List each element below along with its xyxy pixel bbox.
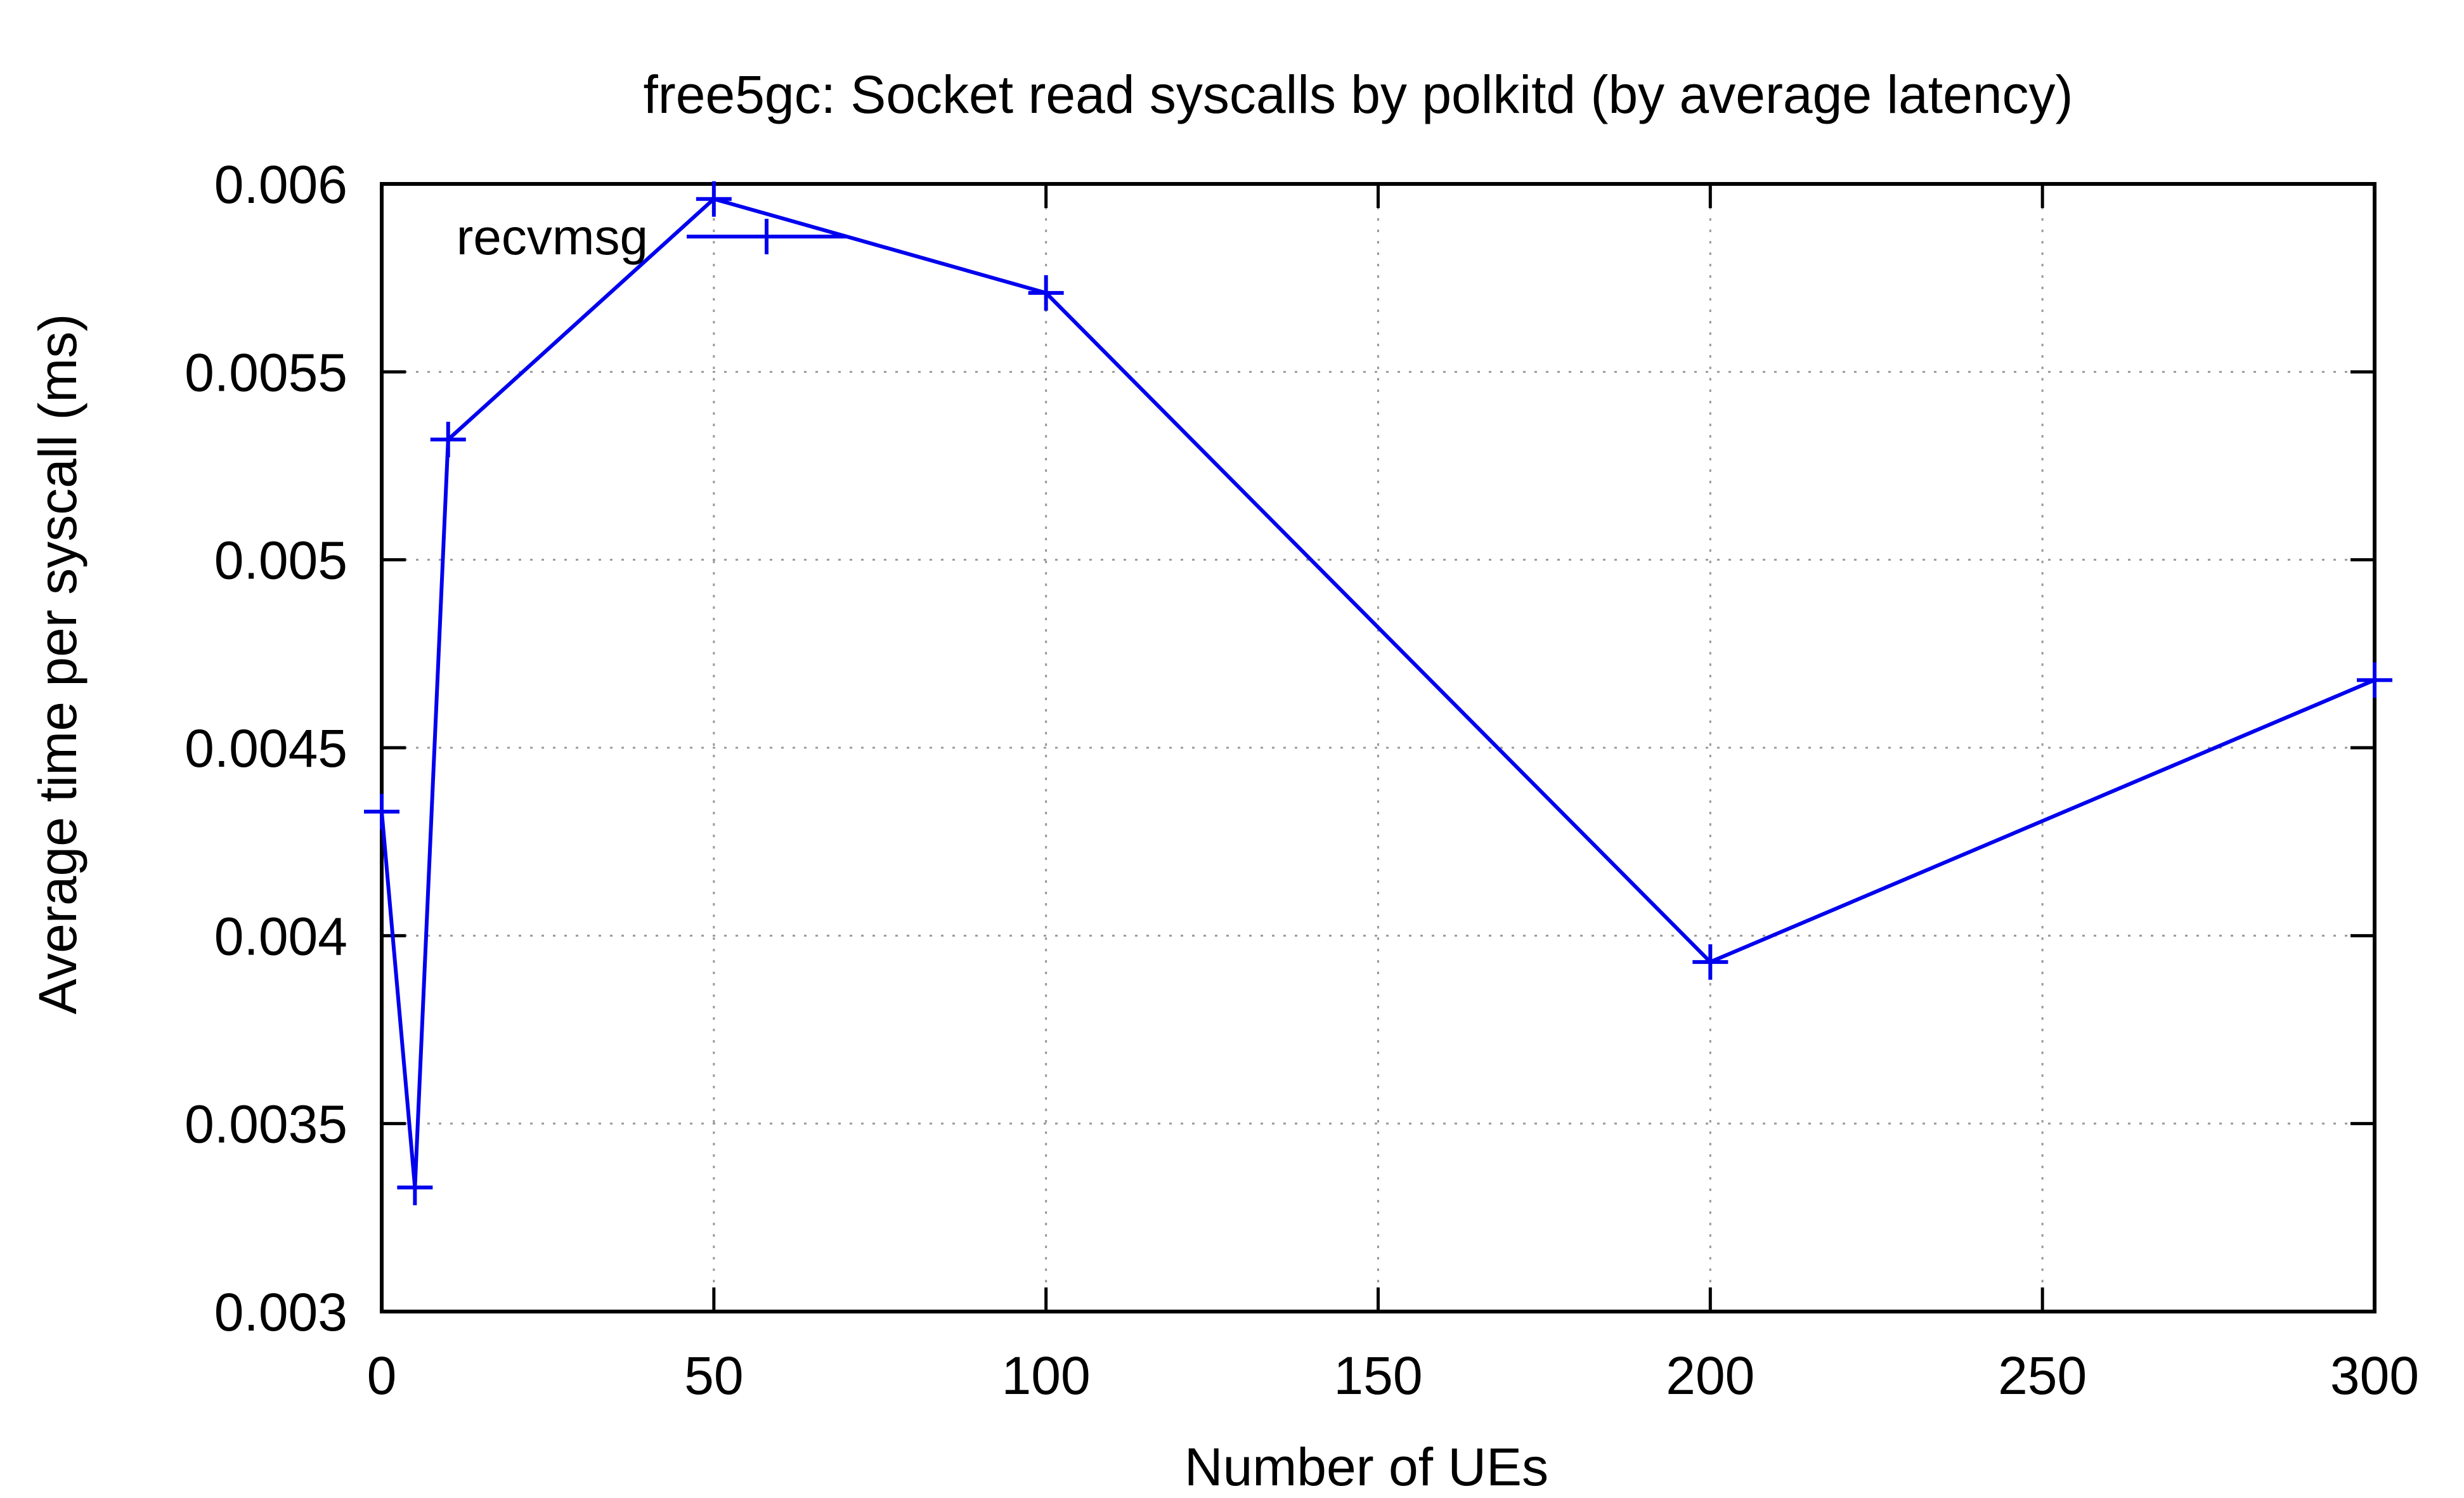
x-tick-label: 200 bbox=[1666, 1346, 1754, 1405]
y-tick-labels: 0.003 0.0035 0.004 0.0045 0.005 0.0055 0.006 bbox=[185, 155, 347, 1342]
data-point-marker bbox=[364, 793, 399, 830]
data-point-marker bbox=[1028, 275, 1064, 311]
x-axis-title: Number of UEs bbox=[1184, 1437, 1548, 1497]
x-tick-labels: 0 50 100 150 200 250 300 bbox=[367, 1346, 2419, 1405]
data-point-marker bbox=[430, 422, 466, 458]
x-tick-label: 50 bbox=[684, 1346, 743, 1405]
y-axis-title: Average time per syscall (ms) bbox=[28, 314, 88, 1015]
x-tick-label: 0 bbox=[367, 1346, 397, 1405]
y-tick-label: 0.005 bbox=[214, 531, 347, 590]
y-tick-label: 0.004 bbox=[214, 906, 347, 966]
y-tick-label: 0.003 bbox=[214, 1282, 347, 1342]
legend-label: recvmsg bbox=[457, 209, 648, 265]
y-tick-label: 0.0035 bbox=[185, 1095, 347, 1154]
x-tick-label: 250 bbox=[1998, 1346, 2087, 1405]
y-tick-label: 0.0055 bbox=[185, 342, 347, 402]
y-tick-label: 0.0045 bbox=[185, 719, 347, 778]
y-tick-label: 0.006 bbox=[214, 155, 347, 214]
x-tick-label: 100 bbox=[1002, 1346, 1091, 1405]
data-point-marker bbox=[397, 1169, 433, 1206]
axis-ticks bbox=[380, 182, 2376, 1313]
data-point-marker bbox=[1692, 944, 1728, 980]
data-point-marker bbox=[696, 181, 732, 217]
grid bbox=[382, 184, 2375, 1312]
x-tick-label: 300 bbox=[2330, 1346, 2419, 1405]
data-point-marker bbox=[2357, 662, 2392, 698]
chart-title: free5gc: Socket read syscalls by polkitd… bbox=[643, 65, 2073, 124]
x-tick-label: 150 bbox=[1333, 1346, 1422, 1405]
series-group bbox=[364, 181, 2392, 1206]
legend: recvmsg bbox=[457, 209, 846, 265]
